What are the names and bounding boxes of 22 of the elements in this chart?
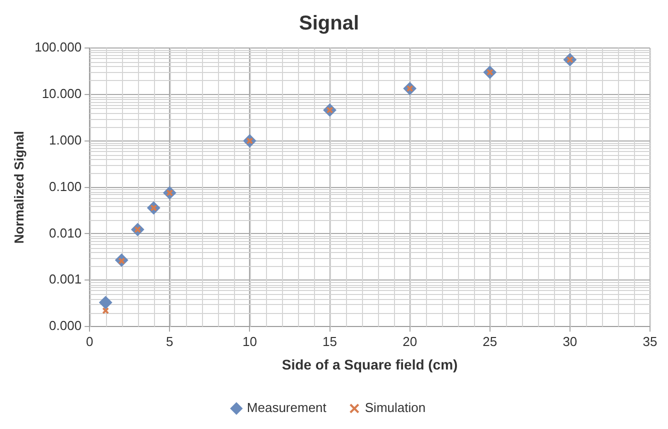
chart-title: Signal: [298, 12, 360, 35]
x-tick-label: 15: [322, 334, 337, 349]
y-tick-label: 100.000: [34, 40, 82, 55]
x-tick-label: 5: [166, 334, 174, 349]
y-tick-label: 0.001: [49, 272, 82, 287]
x-axis-title: Side of a Square field (cm): [282, 356, 458, 372]
x-tick-label: 10: [242, 334, 257, 349]
point: [102, 307, 110, 314]
x-tick-label: 30: [562, 334, 578, 349]
y-tick-label: 0.010: [49, 225, 82, 240]
y-tick-label: 0.100: [49, 178, 82, 194]
x-tick-label: 25: [482, 334, 498, 349]
x-tick-label: 0: [86, 334, 94, 349]
y-tick-label: 1.000: [49, 132, 82, 148]
x-tick-label: 20: [402, 334, 418, 349]
point: [99, 296, 112, 310]
y-tick-label: 0.000: [49, 318, 82, 334]
legend-label: Simulation: [364, 400, 426, 416]
y-tick-label: 10.000: [42, 86, 82, 102]
legend-label: Measurement: [246, 400, 327, 416]
x-tick-label: 35: [642, 334, 658, 349]
y-axis-title: Normalized Signal: [11, 130, 26, 244]
